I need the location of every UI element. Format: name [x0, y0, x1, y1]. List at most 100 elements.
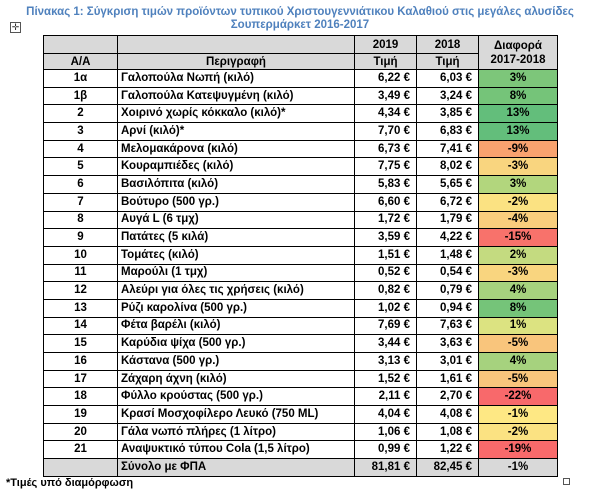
row-price-2018: 0,94 €: [416, 298, 479, 318]
row-price-2018: 6,72 €: [416, 192, 479, 212]
table-row: 17 Ζάχαρη άχνη (κιλό) 1,52 €1,61 € -5%: [43, 369, 558, 389]
table-row: 16 Κάστανα (500 γρ.) 3,13 €3,01 €4%: [43, 352, 558, 371]
table-row: 4 Μελομακάρονα (κιλό) 6,73 €7,41 € -9%: [43, 139, 558, 159]
row-difference: 2%: [478, 245, 558, 265]
header-aa: Α/Α: [43, 53, 118, 70]
table-row: 15 Καρύδια ψίχα (500 γρ.) 3,44 €3,63 € -5%: [43, 334, 558, 353]
row-description: Καρύδια ψίχα (500 γρ.): [117, 334, 355, 353]
row-price-2019: 0,99 €: [354, 440, 417, 460]
row-description: Μελομακάρονα (κιλό): [117, 139, 355, 159]
row-price-2018: 6,03 €: [416, 69, 479, 88]
row-price-2018: 1,79 €: [416, 210, 479, 230]
row-difference: -1%: [478, 405, 558, 424]
row-difference: 3%: [478, 69, 558, 88]
row-index: 2: [43, 104, 118, 124]
caption-line-1: Πίνακας 1: Σύγκριση τιμών προϊόντων τυπι…: [26, 6, 574, 18]
resize-handle-icon[interactable]: [563, 478, 570, 485]
row-price-2019: 3,44 €: [354, 334, 417, 353]
row-index: 15: [43, 334, 118, 353]
row-price-2018: 0,79 €: [416, 281, 479, 300]
row-description: Αναψυκτικό τύπου Cola (1,5 λίτρο): [117, 440, 355, 460]
total-index-empty: [43, 458, 118, 477]
row-price-2019: 7,70 €: [354, 122, 417, 141]
row-index: 5: [43, 157, 118, 177]
row-price-2019: 2,11 €: [354, 387, 417, 407]
row-price-2019: 5,83 €: [354, 175, 417, 194]
row-description: Βούτυρο (500 γρ.): [117, 192, 355, 212]
row-description: Τομάτες (κιλό): [117, 245, 355, 265]
row-difference: 13%: [478, 104, 558, 124]
table-row: 5 Κουραμπιέδες (κιλό) 7,75 €8,02 € -3%: [43, 157, 558, 177]
row-price-2018: 4,22 €: [416, 228, 479, 247]
table-row: 2 Χοιρινό χωρίς κόκκαλο (κιλό)* 4,34 €3,85…: [43, 104, 558, 124]
total-price-2019: 81,81 €: [354, 458, 417, 477]
row-index: 20: [43, 422, 118, 442]
row-index: 13: [43, 298, 118, 318]
row-difference: 8%: [478, 298, 558, 318]
row-description: Φέτα βαρέλι (κιλό): [117, 316, 355, 336]
row-price-2018: 7,41 €: [416, 139, 479, 159]
row-description: Αρνί (κιλό)*: [117, 122, 355, 141]
row-price-2019: 1,02 €: [354, 298, 417, 318]
table-row: 8 Αυγά L (6 τμχ) 1,72 €1,79 € -4%: [43, 210, 558, 230]
table-row: 12 Αλεύρι για όλες τις χρήσεις (κιλό) 0,82…: [43, 281, 558, 300]
header-row-years: 2019 2018 Διαφορά 2017-2018: [43, 35, 558, 70]
row-description: Αυγά L (6 τμχ): [117, 210, 355, 230]
table-row: 11 Μαρούλι (1 τμχ) 0,52 €0,54 € -3%: [43, 263, 558, 283]
header-description-top: [117, 35, 355, 54]
row-price-2018: 5,65 €: [416, 175, 479, 194]
row-difference: 8%: [478, 86, 558, 106]
row-difference: -15%: [478, 228, 558, 247]
row-price-2018: 3,63 €: [416, 334, 479, 353]
header-price-2018: Τιμή: [416, 53, 479, 70]
row-difference: -3%: [478, 157, 558, 177]
header-description: Περιγραφή: [117, 53, 355, 70]
row-price-2019: 0,82 €: [354, 281, 417, 300]
row-index: 18: [43, 387, 118, 407]
row-description: Γαλοπούλα Νωπή (κιλό): [117, 69, 355, 88]
row-price-2019: 7,69 €: [354, 316, 417, 336]
row-difference: -9%: [478, 139, 558, 159]
header-price-2019: Τιμή: [354, 53, 417, 70]
row-difference: -2%: [478, 192, 558, 212]
row-price-2018: 3,24 €: [416, 86, 479, 106]
row-price-2019: 6,73 €: [354, 139, 417, 159]
row-difference: -5%: [478, 334, 558, 353]
header-row-labels: Α/Α Περιγραφή Τιμή Τιμή: [43, 53, 558, 70]
price-comparison-table: 2019 2018 Διαφορά 2017-2018 Α/Α Περιγραφ…: [43, 35, 558, 477]
row-price-2019: 7,75 €: [354, 157, 417, 177]
row-difference: 1%: [478, 316, 558, 336]
table-row: 3 Αρνί (κιλό)* 7,70 €6,83 €13%: [43, 122, 558, 141]
row-price-2018: 3,01 €: [416, 352, 479, 371]
row-price-2018: 7,63 €: [416, 316, 479, 336]
table-row: 19 Κρασί Μοσχοφίλερο Λευκό (750 ML) 4,04 €…: [43, 405, 558, 424]
total-price-2018: 82,45 €: [416, 458, 479, 477]
row-difference: 4%: [478, 352, 558, 371]
row-description: Χοιρινό χωρίς κόκκαλο (κιλό)*: [117, 104, 355, 124]
header-difference-label: Διαφορά: [494, 39, 542, 52]
row-index: 9: [43, 228, 118, 247]
row-price-2019: 3,13 €: [354, 352, 417, 371]
header-year-2019: 2019: [354, 35, 417, 54]
header-difference-period: 2017-2018: [490, 53, 546, 66]
total-difference: -1%: [478, 458, 558, 477]
row-price-2018: 1,48 €: [416, 245, 479, 265]
row-index: 19: [43, 405, 118, 424]
row-description: Κουραμπιέδες (κιλό): [117, 157, 355, 177]
row-price-2018: 3,85 €: [416, 104, 479, 124]
row-price-2018: 0,54 €: [416, 263, 479, 283]
row-description: Γάλα νωπό πλήρες (1 λίτρο): [117, 422, 355, 442]
table-row: 20 Γάλα νωπό πλήρες (1 λίτρο) 1,06 €1,08 €…: [43, 422, 558, 442]
row-difference: -5%: [478, 369, 558, 389]
row-price-2019: 1,51 €: [354, 245, 417, 265]
row-description: Κάστανα (500 γρ.): [117, 352, 355, 371]
row-difference: 3%: [478, 175, 558, 194]
row-price-2019: 1,06 €: [354, 422, 417, 442]
row-description: Πατάτες (5 κιλά): [117, 228, 355, 247]
table-row: 1α Γαλοπούλα Νωπή (κιλό) 6,22 €6,03 €3%: [43, 69, 558, 88]
row-price-2018: 1,61 €: [416, 369, 479, 389]
move-handle-icon[interactable]: ✛: [10, 22, 21, 33]
table-row: 6 Βασιλόπιτα (κιλό) 5,83 €5,65 €3%: [43, 175, 558, 194]
row-index: 3: [43, 122, 118, 141]
row-price-2019: 1,52 €: [354, 369, 417, 389]
